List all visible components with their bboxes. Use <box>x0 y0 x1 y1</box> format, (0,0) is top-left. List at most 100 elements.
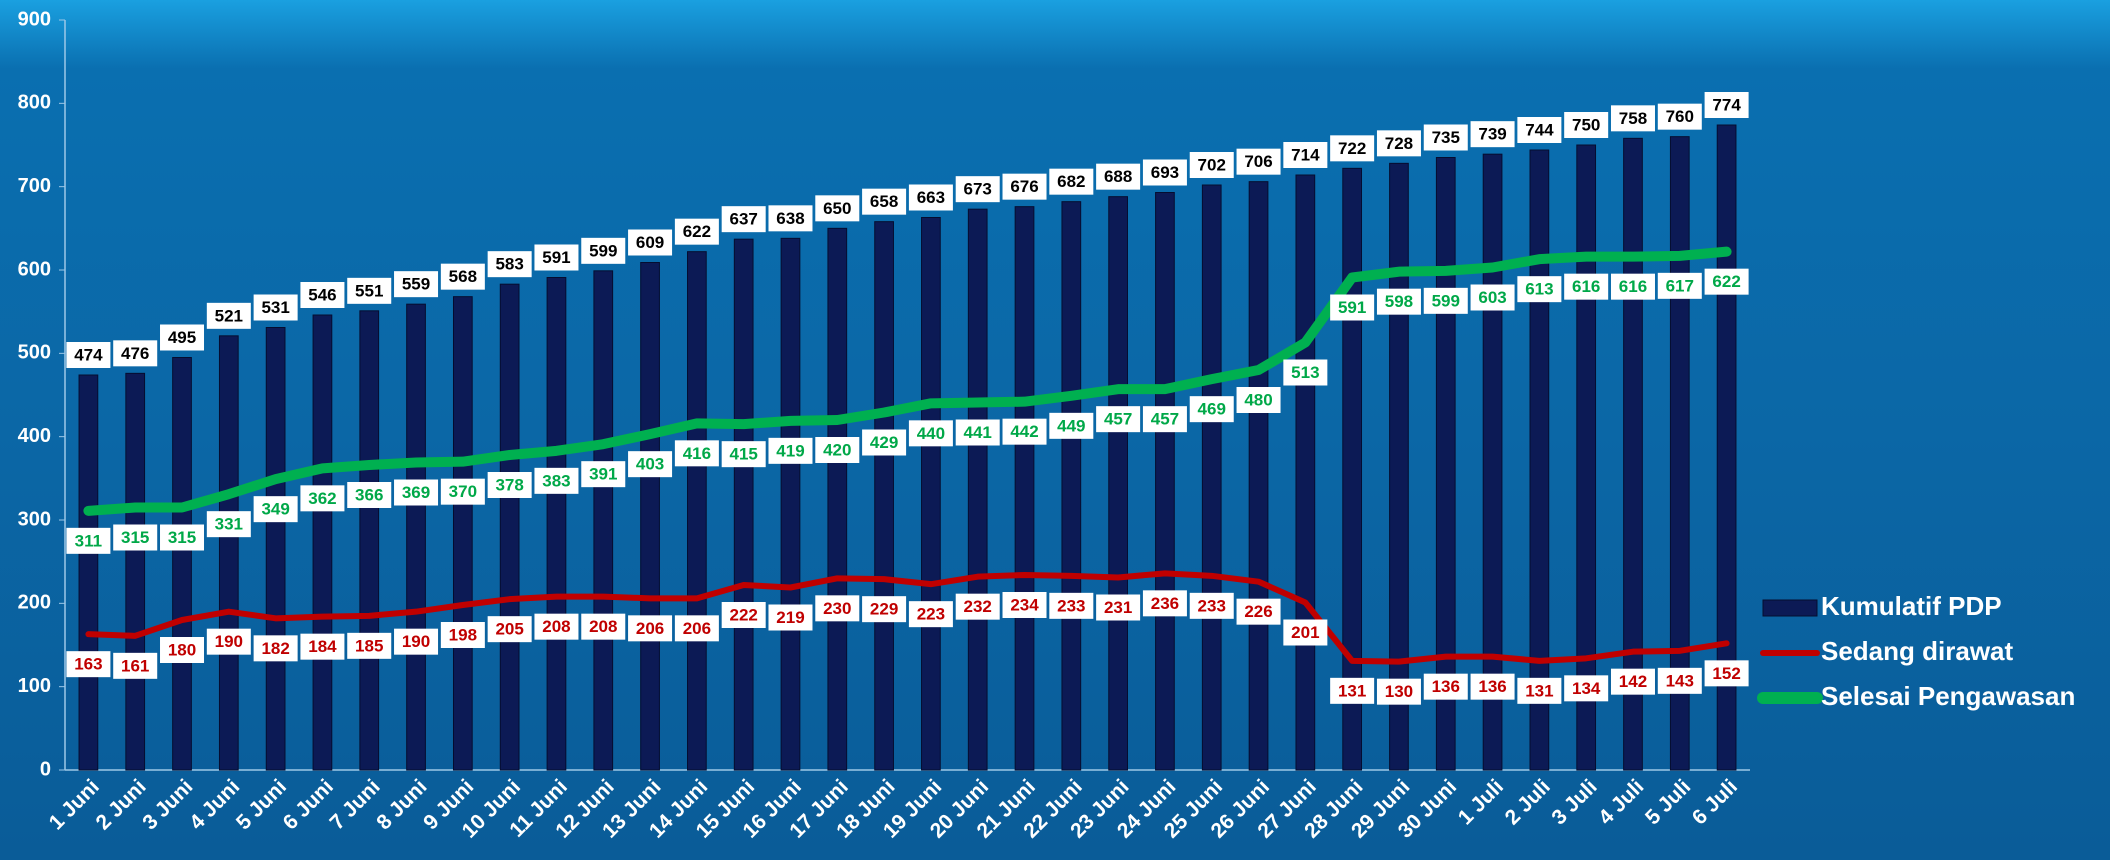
bar <box>1061 201 1082 771</box>
data-label-box <box>394 628 439 655</box>
data-label: 758 <box>1619 109 1647 128</box>
data-label-box <box>721 441 766 468</box>
data-label-box <box>440 478 485 505</box>
data-label-box <box>113 340 158 367</box>
data-label: 638 <box>776 209 804 228</box>
data-label-box <box>1517 677 1562 704</box>
bar <box>125 372 146 771</box>
data-label: 714 <box>1291 145 1320 164</box>
data-label-box <box>1236 598 1281 625</box>
data-label-box <box>1330 294 1375 321</box>
data-label-box <box>1049 412 1094 439</box>
data-label: 616 <box>1572 277 1600 296</box>
data-label-box <box>1236 148 1281 175</box>
data-label: 521 <box>215 306 243 325</box>
data-label: 568 <box>449 267 477 286</box>
bar <box>1389 162 1409 771</box>
data-label: 134 <box>1572 679 1601 698</box>
data-label-box <box>1236 387 1281 413</box>
data-label-box <box>534 244 579 271</box>
y-tick-label: 300 <box>18 508 51 530</box>
data-label: 152 <box>1712 664 1740 683</box>
data-label: 232 <box>964 597 992 616</box>
data-label-box <box>1330 135 1375 162</box>
data-label-box <box>628 451 673 478</box>
y-tick-label: 900 <box>18 8 51 30</box>
data-label-box <box>768 437 813 464</box>
data-label: 676 <box>1010 177 1038 196</box>
data-label: 233 <box>1057 596 1085 615</box>
legend-label: Sedang dirawat <box>1821 636 2013 666</box>
data-label: 131 <box>1338 681 1366 700</box>
data-label-box <box>908 420 953 447</box>
legend-label: Kumulatif PDP <box>1821 591 2002 621</box>
y-tick-label: 800 <box>18 92 51 114</box>
data-label: 441 <box>964 423 992 442</box>
bar <box>1295 174 1316 771</box>
data-label: 616 <box>1619 277 1647 296</box>
data-label-box <box>1049 592 1094 619</box>
data-label-box <box>534 613 579 640</box>
data-label: 599 <box>1432 291 1460 310</box>
data-label: 622 <box>683 222 711 241</box>
data-label-box <box>1142 590 1187 617</box>
data-label: 185 <box>355 636 383 655</box>
bar <box>546 277 567 771</box>
data-label: 442 <box>1010 422 1038 441</box>
data-label-box <box>394 479 439 506</box>
data-label-box <box>300 633 345 660</box>
data-label-box <box>1610 668 1655 695</box>
data-label: 198 <box>449 625 477 644</box>
data-label-box <box>581 613 626 640</box>
data-label: 440 <box>917 424 945 443</box>
data-label: 311 <box>75 531 102 550</box>
bar <box>218 335 239 771</box>
data-label: 609 <box>636 233 664 252</box>
data-label: 315 <box>121 528 149 547</box>
data-label-box <box>300 282 345 308</box>
data-label: 229 <box>870 600 898 619</box>
data-label: 143 <box>1666 671 1694 690</box>
data-label-box <box>66 651 111 678</box>
data-label: 591 <box>542 248 570 267</box>
bar <box>499 283 520 771</box>
bar <box>827 227 848 771</box>
data-label: 429 <box>870 433 898 452</box>
data-label-box <box>1142 159 1187 186</box>
data-label: 222 <box>729 605 757 624</box>
data-label: 136 <box>1478 677 1506 696</box>
data-label: 184 <box>308 637 337 656</box>
data-label: 480 <box>1244 390 1272 409</box>
bar <box>1108 196 1128 771</box>
data-label-box <box>394 271 439 298</box>
data-label: 403 <box>636 455 664 474</box>
data-label-box <box>908 184 953 211</box>
data-label: 383 <box>542 471 570 490</box>
data-label-box <box>487 251 532 278</box>
data-label-box <box>768 604 813 631</box>
data-label: 206 <box>683 619 711 638</box>
legend-swatch <box>1762 599 1818 617</box>
data-label-box <box>1704 660 1749 687</box>
data-label-box <box>1096 406 1141 433</box>
bar <box>874 221 894 771</box>
bar <box>687 251 707 771</box>
data-label: 706 <box>1244 152 1272 171</box>
data-label-box <box>253 496 298 523</box>
data-label-box <box>1610 273 1655 300</box>
data-label-box <box>300 485 345 512</box>
data-label-box <box>955 593 1000 620</box>
data-label: 495 <box>168 328 196 347</box>
data-label-box <box>908 601 953 628</box>
data-label-box <box>674 218 719 245</box>
data-label: 163 <box>74 655 102 674</box>
data-label-box <box>440 263 485 290</box>
data-label-box <box>113 524 158 551</box>
data-label-box <box>347 632 392 659</box>
data-label: 476 <box>121 344 149 363</box>
data-label-box <box>862 429 907 456</box>
data-label: 598 <box>1385 292 1413 311</box>
data-label-box <box>440 622 485 648</box>
y-tick-label: 400 <box>18 425 51 447</box>
